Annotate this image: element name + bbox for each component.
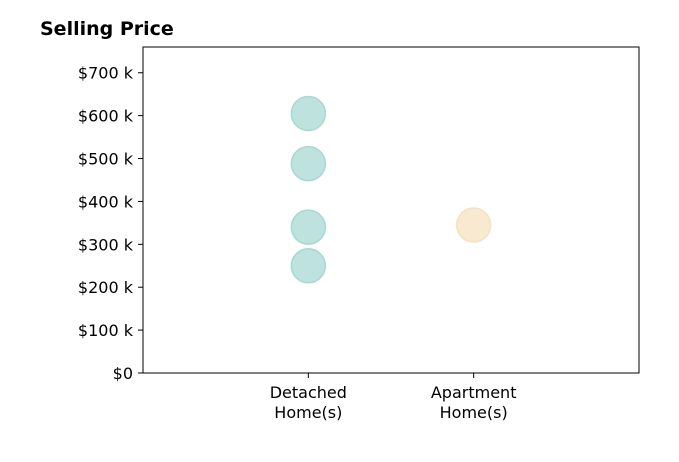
x-tick-label: Home(s) <box>274 403 342 422</box>
y-tick-label: $400 k <box>78 192 134 211</box>
data-point <box>290 209 327 245</box>
data-points <box>290 95 492 284</box>
y-axis: $0 $100 k $200 k $300 k $400 k $500 k $600 k $7… <box>78 64 143 383</box>
x-tick-label: Apartment <box>431 383 517 402</box>
chart-title: Selling Price <box>40 18 174 40</box>
x-tick-label: Home(s) <box>440 403 508 422</box>
data-point <box>290 145 327 182</box>
y-tick-label: $300 k <box>78 235 134 254</box>
y-tick-label: $100 k <box>78 321 134 340</box>
y-tick-label: $500 k <box>78 150 134 169</box>
data-point <box>290 95 327 132</box>
y-tick-label: $700 k <box>78 64 134 83</box>
x-tick-label: Detached <box>270 383 347 402</box>
y-tick-label: $200 k <box>78 278 134 297</box>
y-tick-label: $600 k <box>78 107 134 126</box>
data-point <box>455 207 492 243</box>
plot-area <box>142 46 640 374</box>
data-point <box>290 248 327 284</box>
y-tick-label: $0 <box>113 364 133 383</box>
